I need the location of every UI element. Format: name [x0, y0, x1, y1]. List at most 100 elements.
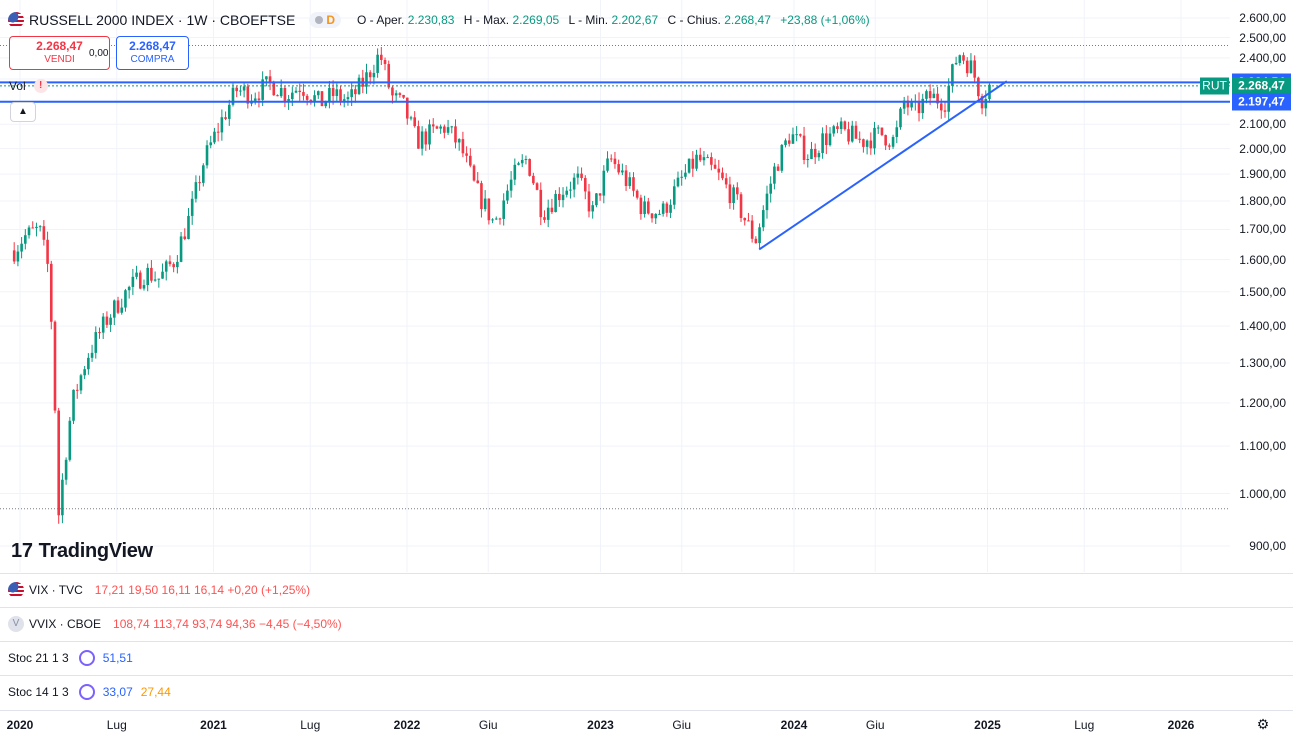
candle-body: [135, 272, 138, 277]
candle-body: [443, 126, 446, 133]
volume-label: Vol: [9, 79, 26, 93]
price-tag[interactable]: 2.197,47: [1232, 93, 1291, 111]
candle-body: [205, 145, 209, 166]
symbol-title[interactable]: RUSSELL 2000 INDEX · 1W · CBOEFTSE: [29, 12, 296, 28]
candle-body: [691, 158, 695, 169]
candle-body: [732, 187, 735, 204]
loading-icon: [78, 684, 95, 700]
candle-body: [839, 121, 843, 130]
candle-body: [965, 60, 969, 74]
candle-body: [617, 164, 620, 173]
candle-body: [98, 332, 101, 334]
candle-body: [669, 204, 672, 213]
candle-body: [179, 236, 183, 262]
candle-body: [424, 131, 428, 145]
candle-body: [595, 193, 598, 206]
candle-body: [335, 89, 339, 97]
candle-body: [917, 100, 921, 114]
candle-body: [902, 100, 906, 109]
candle-body: [954, 62, 958, 65]
pane-stoc21-legend[interactable]: Stoc 21 1 3 51,51: [8, 650, 133, 666]
candle-body: [947, 85, 950, 112]
candle-body: [38, 226, 42, 228]
trendline[interactable]: [758, 80, 1008, 251]
pane-divider[interactable]: [0, 573, 1293, 574]
candle-body: [57, 410, 60, 516]
candle-body: [776, 166, 780, 171]
candles[interactable]: [12, 46, 991, 524]
candle-body: [42, 226, 46, 240]
sell-button[interactable]: 2.268,47 VENDI: [9, 36, 110, 70]
warning-icon[interactable]: !: [33, 79, 48, 93]
tradingview-logo[interactable]: 17 TradingView: [11, 540, 153, 563]
pane-vvix-legend[interactable]: V VVIX · CBOE 108,74 113,74 93,74 94,36 …: [8, 616, 342, 632]
tradingview-mark-icon: 17: [11, 540, 33, 562]
price-tag[interactable]: 2.268,47: [1232, 77, 1291, 95]
candle-body: [672, 186, 676, 205]
pane-divider[interactable]: [0, 641, 1293, 642]
pane-stoc14-legend[interactable]: Stoc 14 1 3 33,07 27,44: [8, 684, 171, 700]
volume-legend[interactable]: Vol !: [9, 79, 48, 93]
candle-body: [836, 126, 839, 130]
candle-body: [791, 134, 795, 144]
buy-price: 2.268,47: [129, 39, 176, 53]
pane-divider[interactable]: [0, 607, 1293, 608]
market-status-pill[interactable]: D: [309, 12, 342, 28]
candle-body: [784, 140, 787, 145]
candle-body: [865, 140, 869, 147]
pane-vvix-values: 108,74 113,74 93,74 94,36 −4,45 (−4,50%): [113, 617, 342, 631]
candle-body: [417, 126, 420, 149]
pane-divider[interactable]: [0, 675, 1293, 676]
candle-body: [710, 157, 713, 165]
time-axis-label: Giu: [478, 718, 498, 732]
candle-body: [539, 189, 543, 218]
candle-body: [291, 92, 294, 100]
buy-button[interactable]: 2.268,47 COMPRA: [116, 36, 189, 70]
symbol-header[interactable]: RUSSELL 2000 INDEX · 1W · CBOEFTSE D O -…: [8, 10, 870, 30]
time-axis-label: Lug: [106, 718, 127, 732]
candle-body: [454, 126, 457, 143]
candle-body: [138, 272, 142, 289]
candle-body: [535, 183, 539, 190]
ohlc-open-label: O - Aper.: [357, 13, 405, 27]
candle-body: [302, 92, 305, 96]
candle-body: [428, 124, 431, 145]
candle-body: [494, 218, 498, 220]
price-axis[interactable]: 2.600,002.500,002.400,002.300,002.200,00…: [1230, 0, 1293, 572]
candle-body: [194, 182, 198, 199]
candle-body: [780, 144, 784, 171]
candle-body: [828, 133, 832, 146]
candle-body: [517, 163, 520, 165]
candle-body: [190, 198, 194, 216]
chevron-up-icon[interactable]: ▲: [10, 102, 36, 122]
candle-body: [94, 332, 98, 353]
candle-body: [153, 279, 157, 281]
candle-body: [261, 79, 264, 100]
candle-body: [528, 159, 531, 176]
price-axis-label: 1.600,00: [1239, 252, 1286, 267]
candle-body: [632, 177, 635, 191]
candle-body: [131, 276, 135, 287]
candle-body: [20, 243, 23, 252]
candle-body: [973, 60, 976, 78]
candle-body: [46, 239, 49, 264]
candle-body: [279, 87, 283, 97]
pane-vix-legend[interactable]: VIX · TVC 17,21 19,50 16,11 16,14 +0,20 …: [8, 582, 310, 598]
candle-body: [869, 140, 873, 149]
candle-body: [83, 369, 86, 376]
candle-body: [639, 197, 643, 215]
candle-body: [743, 217, 747, 221]
candle-body: [687, 158, 691, 173]
candle-body: [928, 91, 932, 99]
candle-body: [461, 139, 465, 154]
candle-body: [168, 261, 172, 265]
candle-body: [354, 89, 357, 95]
candle-body: [127, 286, 131, 291]
gear-icon[interactable]: ⚙: [1256, 716, 1270, 732]
time-axis[interactable]: ⚙ 2020 Lug 2021 Lug 2022 Giu 2023 Giu 2024 Giu 202…: [0, 710, 1293, 742]
candle-body: [187, 215, 190, 240]
candle-body: [513, 164, 517, 180]
candle-body: [936, 93, 939, 104]
